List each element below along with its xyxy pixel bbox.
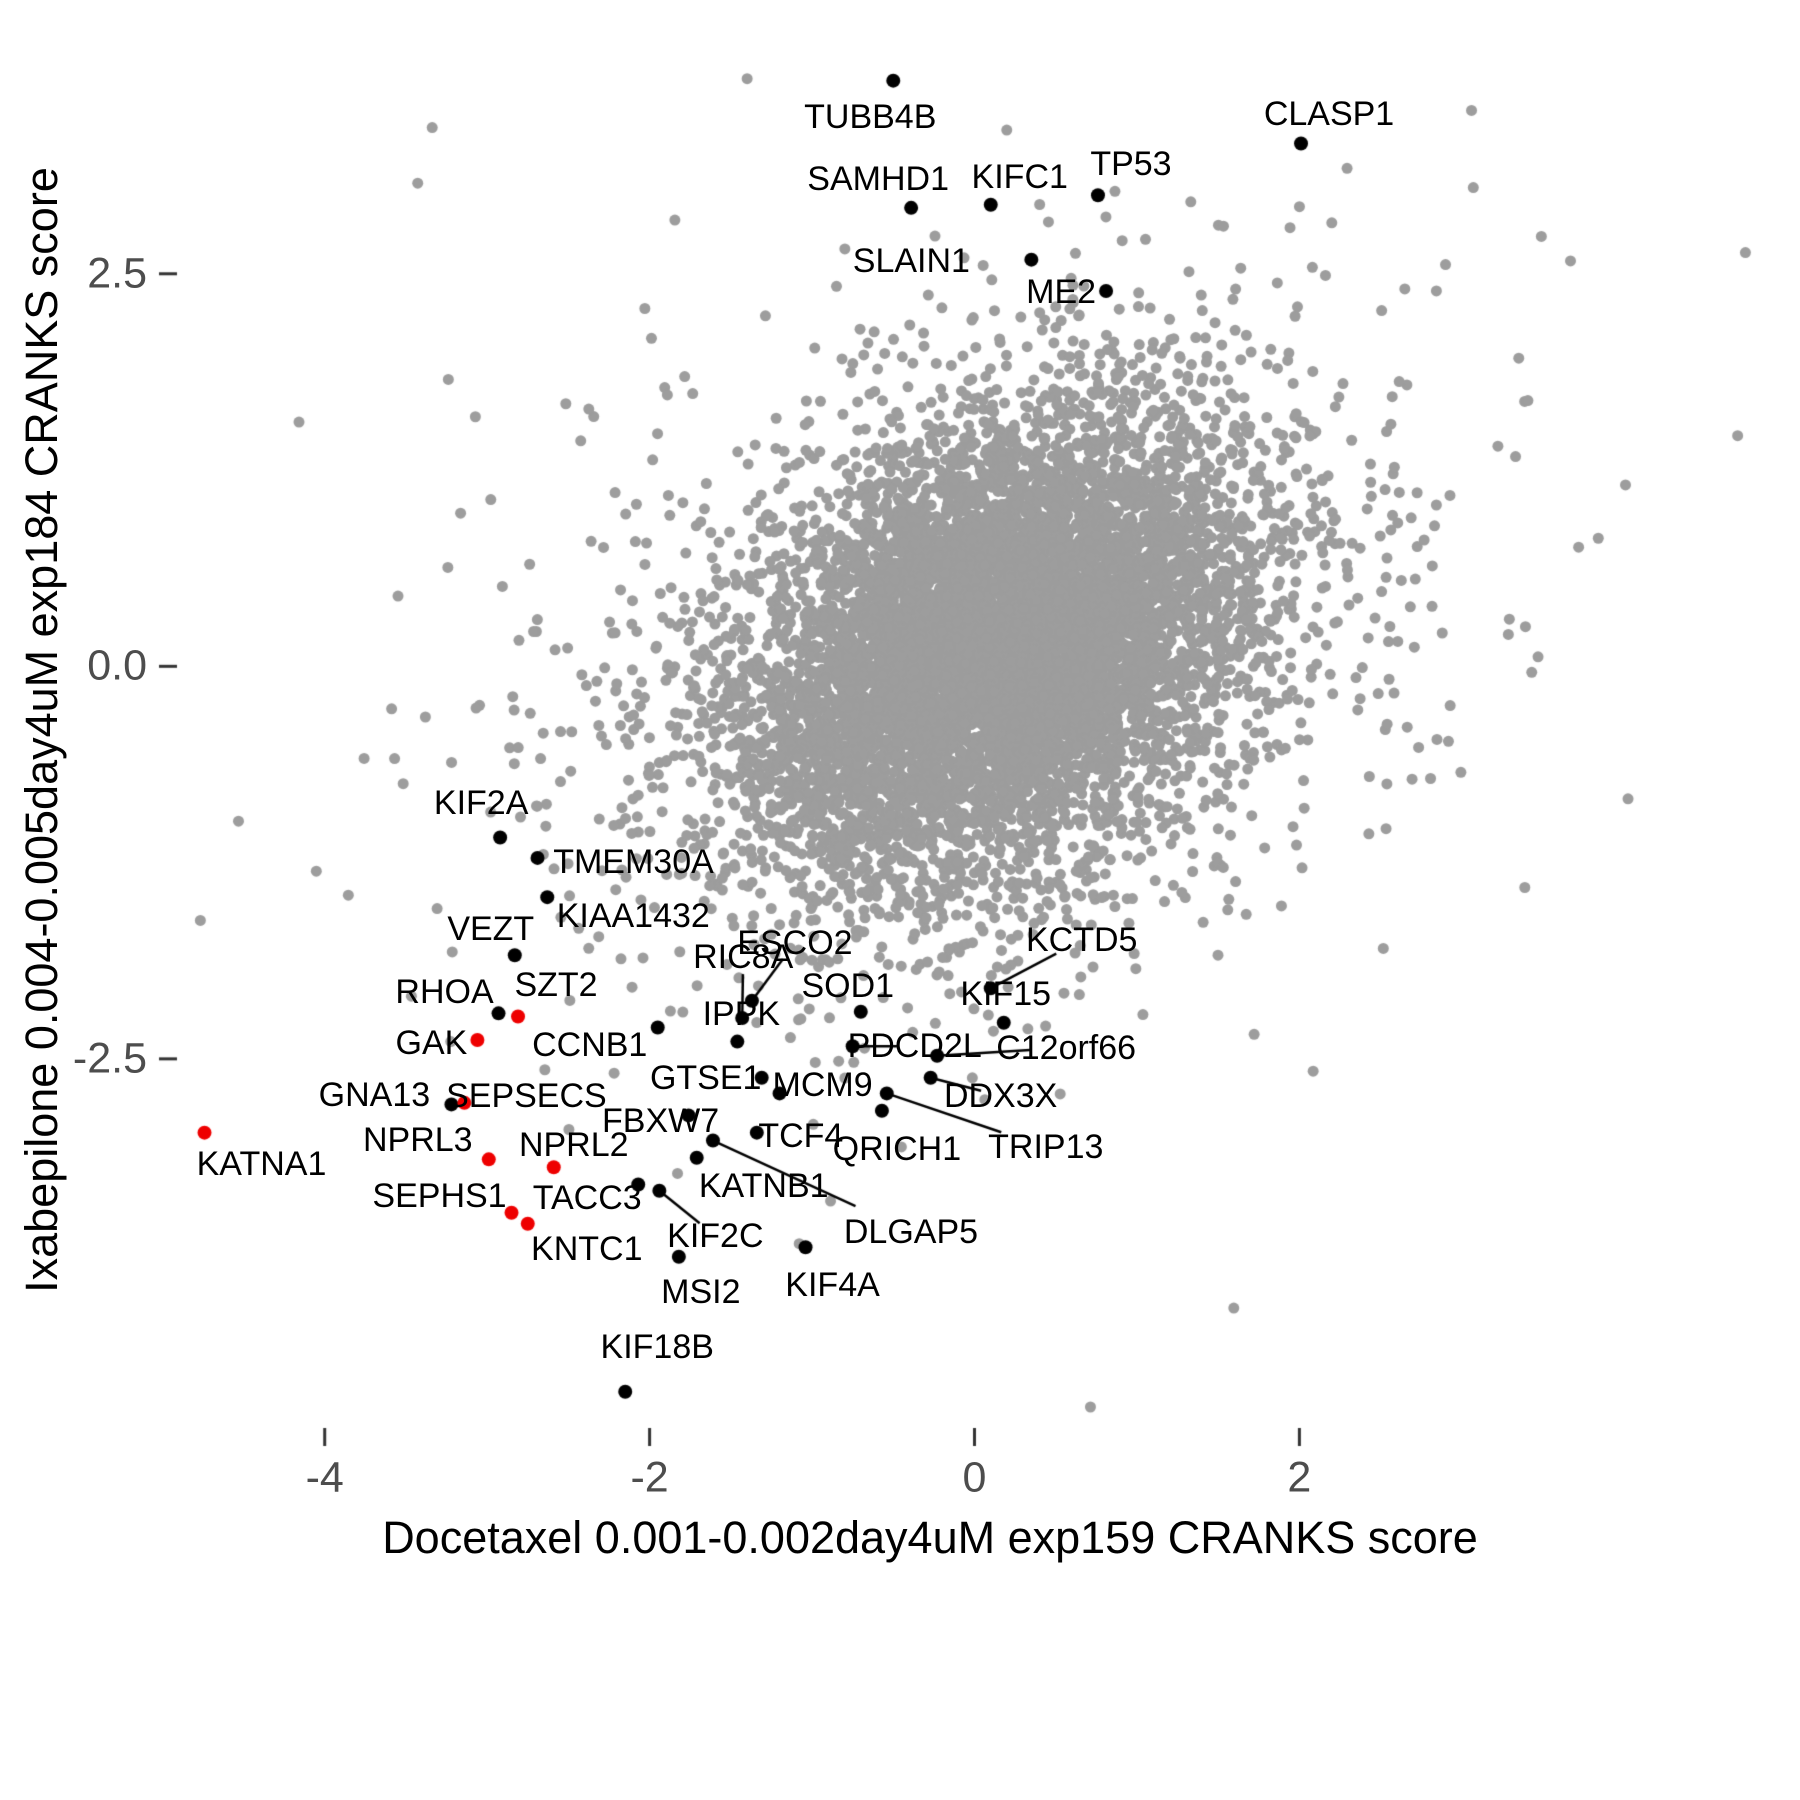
y-axis-title: Ixabepilone 0.004-0.005day4uM exp184 CRA…	[16, 167, 67, 1293]
x-axis-title: Docetaxel 0.001-0.002day4uM exp159 CRANK…	[382, 1512, 1478, 1563]
